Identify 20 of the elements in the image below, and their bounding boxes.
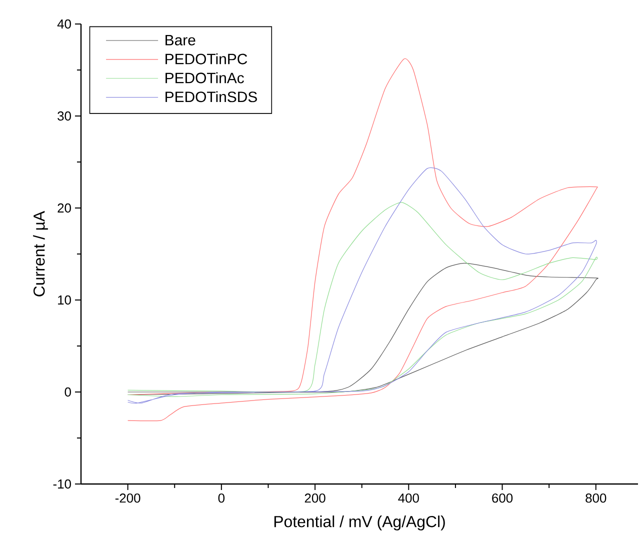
y-tick-label: 0: [64, 387, 71, 397]
x-tick-label: 200: [304, 494, 326, 503]
x-tick-label: 0: [218, 494, 225, 503]
legend-label: PEDOTinAc: [166, 72, 244, 84]
y-axis-title: Current / µA: [33, 210, 48, 296]
legend-label: PEDOTinSDS: [166, 91, 257, 102]
x-tick-label: 600: [492, 494, 513, 503]
x-tick-label: 400: [398, 494, 419, 503]
y-tick-label: -10: [53, 479, 71, 489]
legend-label: Bare: [166, 34, 196, 46]
x-tick-label: -200: [115, 494, 140, 503]
legend-label: PEDOTinPC: [166, 53, 248, 64]
x-tick-label: 800: [586, 494, 606, 503]
y-tick-label: 30: [58, 111, 71, 121]
line-series: [128, 167, 596, 404]
y-tick-label: 20: [58, 203, 71, 213]
line-series: [128, 202, 596, 397]
x-axis-title: Potential / mV (Ag/AgCl): [274, 516, 445, 530]
y-tick-label: 10: [58, 295, 71, 305]
y-tick-label: 40: [57, 19, 71, 29]
